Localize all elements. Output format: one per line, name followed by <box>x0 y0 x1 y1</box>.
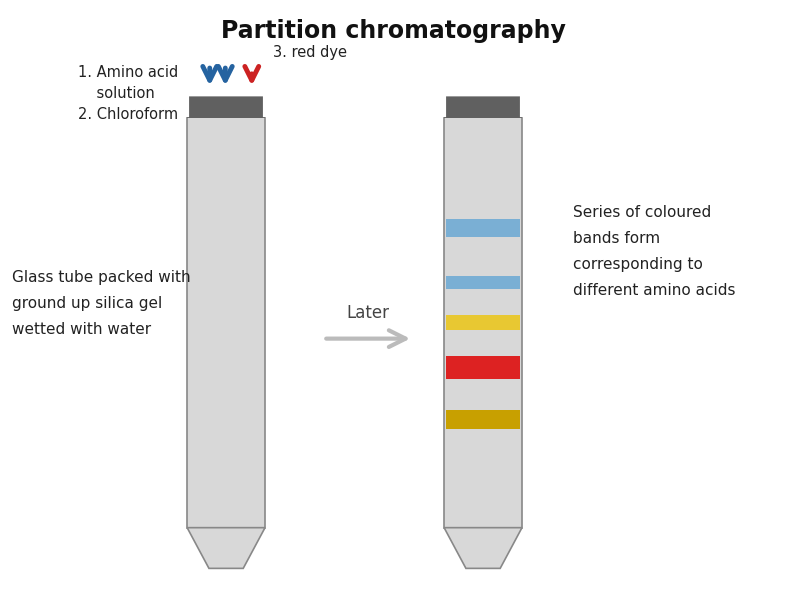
Polygon shape <box>444 527 522 568</box>
Text: Series of coloured
bands form
corresponding to
different amino acids: Series of coloured bands form correspond… <box>573 205 735 297</box>
Bar <box>445 315 520 330</box>
Bar <box>445 276 520 289</box>
Text: Later: Later <box>347 304 390 322</box>
Bar <box>445 219 520 237</box>
Text: 1. Amino acid
    solution
2. Chloroform: 1. Amino acid solution 2. Chloroform <box>78 65 179 122</box>
Polygon shape <box>187 527 265 568</box>
Bar <box>444 97 522 117</box>
Text: Partition chromatography: Partition chromatography <box>221 19 566 42</box>
Text: Glass tube packed with
ground up silica gel
wetted with water: Glass tube packed with ground up silica … <box>12 270 190 337</box>
Text: 3. red dye: 3. red dye <box>273 45 347 60</box>
Bar <box>445 410 520 429</box>
Bar <box>187 97 265 527</box>
Bar <box>444 97 522 527</box>
Bar <box>187 97 265 117</box>
Bar <box>445 356 520 379</box>
